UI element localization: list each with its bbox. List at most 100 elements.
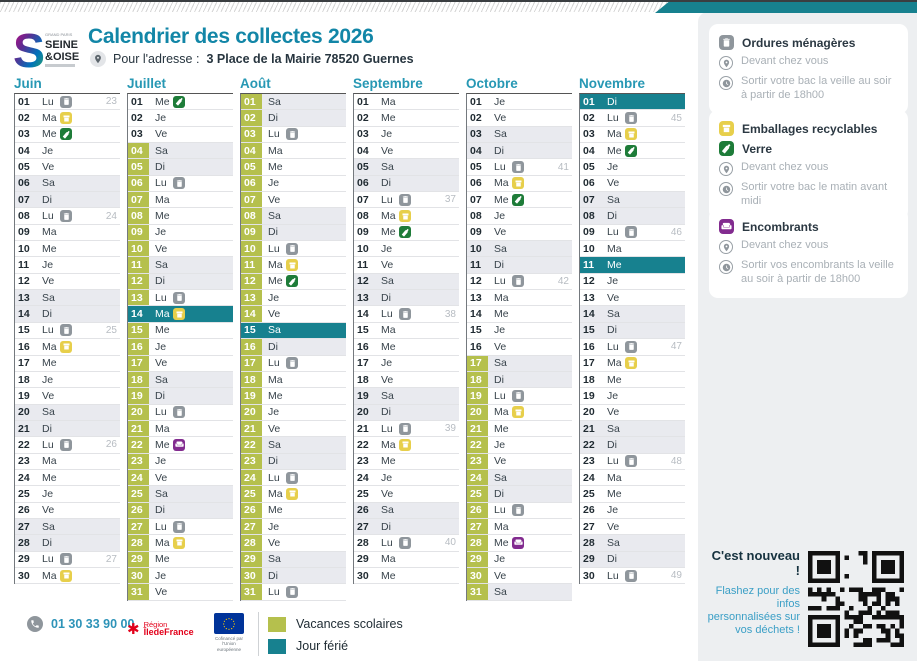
day-number: 17 <box>357 357 369 370</box>
calendar-day-row: 10 Je <box>354 241 459 258</box>
day-abbrev: Ma <box>494 177 509 190</box>
address-row: Pour l'adresse : 3 Place de la Mairie 78… <box>90 51 414 67</box>
day-number: 03 <box>470 128 482 141</box>
day-number: 02 <box>357 112 369 125</box>
day-number: 04 <box>128 143 149 159</box>
day-abbrev: Me <box>381 340 396 353</box>
day-number: 05 <box>241 159 262 175</box>
trash-icon <box>173 406 185 419</box>
calendar-day-row: 25 Di <box>467 486 572 503</box>
calendar-day-row: 27 Ve <box>580 518 685 536</box>
day-number: 27 <box>128 518 149 535</box>
day-number: 23 <box>583 455 595 468</box>
calendar-legend: Vacances scolaires Jour férié <box>268 613 403 657</box>
day-abbrev: Di <box>381 177 391 190</box>
calendar-day-row: 24 Je <box>354 469 459 487</box>
calendar-day-row: 17 Ve <box>128 355 233 372</box>
day-number: 26 <box>357 504 369 517</box>
card-title-row: Emballages recyclables <box>719 121 898 136</box>
day-abbrev: Je <box>381 471 393 484</box>
day-number: 09 <box>18 226 30 239</box>
glass-icon <box>173 95 185 108</box>
calendar-day-row: 07 Ve <box>241 192 346 209</box>
recyclables-icon <box>60 340 72 353</box>
day-abbrev: Lu <box>268 585 280 598</box>
day-number: 06 <box>241 175 262 192</box>
top-striped-band <box>0 2 690 12</box>
day-abbrev: Sa <box>268 210 281 223</box>
day-number: 03 <box>18 128 30 141</box>
day-abbrev: Je <box>42 144 54 157</box>
day-abbrev: Sa <box>42 406 55 419</box>
info-card: Emballages recyclables Verre Devant chez v… <box>709 110 908 220</box>
day-number: 10 <box>470 242 482 255</box>
week-number: 49 <box>670 570 682 582</box>
day-number: 18 <box>583 373 595 386</box>
day-number: 30 <box>467 567 488 584</box>
week-number: 47 <box>670 341 682 353</box>
day-abbrev: Me <box>494 536 509 549</box>
day-number: 18 <box>18 373 30 386</box>
day-abbrev: Di <box>607 210 617 223</box>
day-number: 02 <box>18 112 30 125</box>
ferie-swatch <box>268 638 286 654</box>
card-info-row: Devant chez vous <box>719 161 898 176</box>
day-abbrev: Ma <box>607 242 622 255</box>
recyclables-icon <box>60 569 72 582</box>
calendar-day-row: 21 Di <box>15 420 120 438</box>
day-abbrev: Ma <box>494 520 509 533</box>
day-number: 19 <box>583 389 595 402</box>
day-number: 01 <box>583 95 595 108</box>
calendar-day-row: 05 Ve <box>15 159 120 176</box>
day-number: 28 <box>583 536 595 549</box>
day-number: 18 <box>241 371 262 388</box>
calendar-day-row: 05 Je <box>580 159 685 176</box>
day-number: 24 <box>128 469 149 486</box>
calendar-day-row: 15 Sa <box>241 322 346 340</box>
card-info-label: Sortir votre bac la veille au soir à par… <box>741 75 892 101</box>
day-abbrev: Ma <box>381 324 396 337</box>
trash-icon <box>286 471 298 484</box>
calendar-day-row: 12 Ve <box>15 273 120 291</box>
day-number: 28 <box>467 535 488 551</box>
day-abbrev: Sa <box>42 177 55 190</box>
day-number: 16 <box>18 340 30 353</box>
day-abbrev: Lu <box>494 504 506 517</box>
calendar-day-row: 27 Di <box>354 518 459 536</box>
card-info-row: Devant chez vous <box>719 55 898 70</box>
calendar-day-row: 15 Je <box>467 322 572 340</box>
day-abbrev: Ma <box>268 373 283 386</box>
calendar-day-row: 11 Ve <box>354 257 459 274</box>
calendar-day-row: 19 Di <box>128 388 233 405</box>
calendar-day-row: 03 Je <box>354 126 459 144</box>
calendar-day-row: 05 Lu 41 <box>467 159 572 176</box>
calendar-day-row: 14 Ve <box>241 306 346 323</box>
calendar-day-row: 20 Lu <box>128 404 233 421</box>
day-number: 25 <box>467 486 488 502</box>
day-abbrev: Ve <box>607 406 620 419</box>
day-abbrev: Ma <box>268 144 283 157</box>
day-number: 30 <box>128 567 149 584</box>
day-number: 10 <box>583 242 595 255</box>
week-number: 38 <box>444 308 456 320</box>
day-number: 20 <box>357 406 369 419</box>
svg-text:S: S <box>13 26 45 74</box>
calendar-day-row: 16 Lu 47 <box>580 339 685 356</box>
trash-icon <box>60 324 72 337</box>
week-number: 48 <box>670 455 682 467</box>
day-abbrev: Ve <box>381 487 394 500</box>
card-info-label: Devant chez vous <box>741 161 829 173</box>
day-number: 25 <box>241 486 262 502</box>
day-abbrev: Me <box>607 373 622 386</box>
calendar-day-row: 17 Ma <box>580 355 685 372</box>
day-abbrev: Je <box>155 340 167 353</box>
day-abbrev: Sa <box>155 259 168 272</box>
day-abbrev: Lu <box>607 569 619 582</box>
day-number: 13 <box>241 290 262 306</box>
calendar-day-row: 11 Sa <box>128 257 233 274</box>
calendar-day-row: 11 Me <box>580 257 685 274</box>
day-abbrev: Ve <box>381 259 394 272</box>
day-number: 25 <box>357 487 369 500</box>
legend-vacances-row: Vacances scolaires <box>268 613 403 635</box>
day-abbrev: Di <box>494 144 504 157</box>
